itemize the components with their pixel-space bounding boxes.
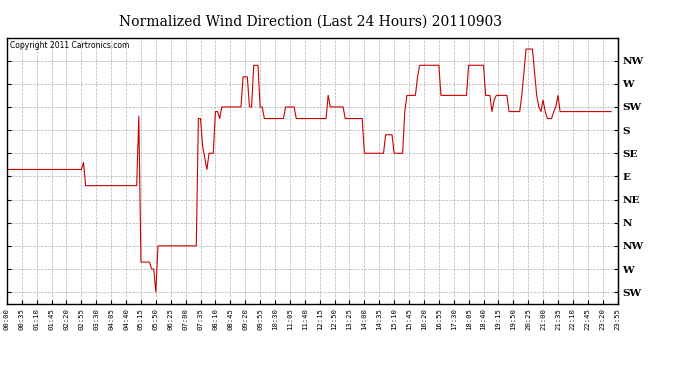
Text: Copyright 2011 Cartronics.com: Copyright 2011 Cartronics.com xyxy=(10,42,129,51)
Text: Normalized Wind Direction (Last 24 Hours) 20110903: Normalized Wind Direction (Last 24 Hours… xyxy=(119,15,502,29)
